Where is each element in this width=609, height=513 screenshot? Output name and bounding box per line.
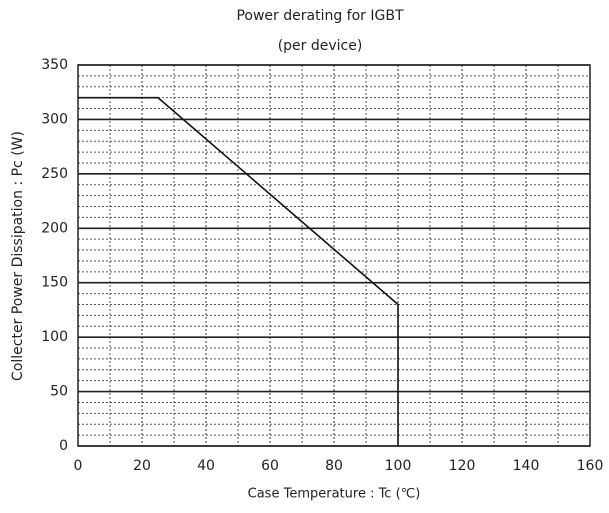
data-line [78,96,399,446]
chart-subtitle: (per device) [278,38,363,54]
y-tick-label: 250 [41,166,68,182]
y-tick-label: 50 [50,384,68,400]
x-axis-label: Case Temperature : Tc (℃) [248,487,421,502]
x-tick-label: 0 [74,458,83,474]
x-tick-label: 40 [197,458,215,474]
x-tick-label: 20 [133,458,151,474]
y-tick-label: 300 [41,111,68,127]
x-tick-label: 160 [577,458,604,474]
y-tick-label: 150 [41,275,68,291]
x-tick-label: 100 [385,458,412,474]
y-axis-label: Collecter Power Dissipation : Pc (W) [10,131,26,381]
x-tick-label: 80 [325,458,343,474]
plot-frame [77,64,591,447]
x-tick-label: 120 [449,458,476,474]
y-tick-label: 350 [41,57,68,73]
y-tick-label: 0 [59,438,68,454]
x-tick-label: 140 [513,458,540,474]
y-tick-label: 200 [41,220,68,236]
y-tick-label: 100 [41,329,68,345]
chart-title: Power derating for IGBT [236,8,403,24]
x-tick-label: 60 [261,458,279,474]
